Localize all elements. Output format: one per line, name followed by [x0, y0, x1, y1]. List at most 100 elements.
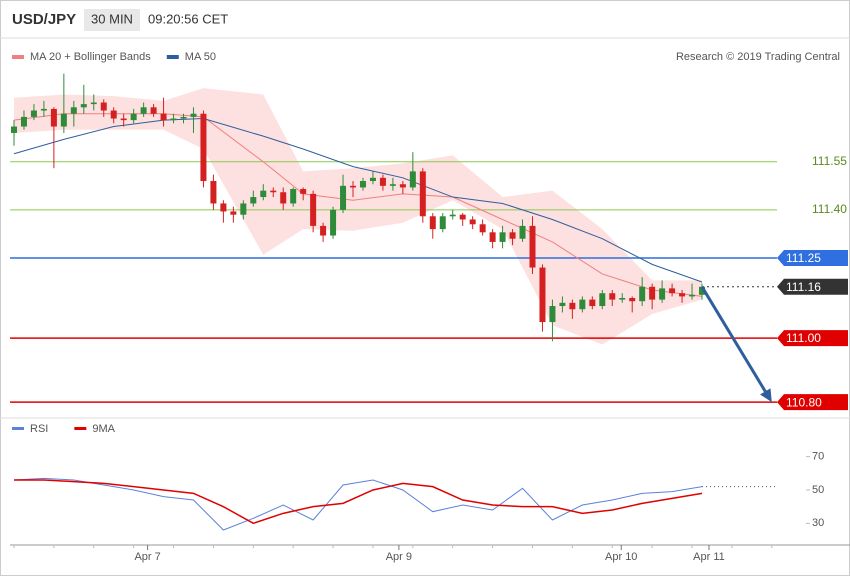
legend-label: 9MA	[92, 423, 115, 435]
price-level-label: 111.00	[786, 331, 821, 345]
candle-body	[449, 214, 456, 217]
candle-body	[20, 116, 27, 127]
x-tick-label: Apr 10	[605, 551, 637, 563]
candle-body	[310, 193, 317, 226]
candle-body	[519, 225, 526, 239]
price-level-box	[777, 278, 848, 295]
candle-body	[90, 102, 97, 105]
forecast-arrow	[700, 286, 768, 395]
candle-body	[240, 203, 247, 215]
candle-body	[350, 185, 357, 188]
candle-body	[359, 181, 366, 188]
candle-body	[549, 306, 556, 323]
candle-body	[579, 299, 586, 310]
candle-body	[100, 102, 107, 111]
candle-body	[499, 232, 506, 242]
candle-body	[459, 214, 466, 220]
candle-body	[689, 294, 696, 297]
time: 09:20:56 CET	[148, 11, 228, 26]
candle-body	[399, 184, 406, 188]
candle-body	[150, 107, 157, 114]
rsi-tick-label: 70	[812, 451, 824, 463]
legend-label: RSI	[30, 423, 48, 435]
candle-body	[180, 116, 187, 119]
candle-body	[11, 126, 17, 133]
price-level-box	[777, 330, 848, 347]
legend-swatch	[74, 427, 87, 430]
candle-body	[409, 171, 416, 188]
candle-body	[569, 302, 576, 310]
candle-body	[559, 302, 566, 307]
interval-box	[84, 9, 140, 31]
legend-label: MA 50	[185, 51, 216, 63]
price-level-label: 111.55	[812, 154, 847, 168]
candle-body	[300, 189, 307, 194]
candle-body	[589, 299, 596, 307]
candle-body	[469, 219, 476, 225]
candle-body	[619, 298, 626, 300]
x-tick-label: Apr 11	[693, 551, 725, 563]
candle-body	[110, 110, 117, 119]
candle-body	[280, 192, 287, 204]
price-level-box	[777, 394, 848, 411]
candle-body	[60, 113, 67, 127]
candle-body	[260, 190, 267, 198]
interval: 30 MIN	[91, 11, 133, 26]
candle-body	[629, 298, 636, 302]
candle-body	[200, 113, 207, 182]
candle-body	[130, 113, 137, 121]
legend-swatch	[12, 427, 24, 430]
candle-body	[529, 225, 536, 268]
candle-body	[609, 293, 616, 300]
candle-body	[379, 177, 386, 186]
x-tick-label: Apr 7	[134, 551, 160, 563]
price-level-label: 110.80	[786, 395, 822, 409]
candle-body	[679, 293, 686, 297]
candle-body	[220, 203, 227, 212]
candle-body	[659, 288, 666, 300]
rsi-line	[13, 477, 703, 531]
x-tick-label: Apr 9	[386, 551, 412, 563]
price-level-label: 111.16	[786, 280, 821, 294]
price-level-label: 111.40	[812, 202, 847, 216]
credit: Research © 2019 Trading Central	[676, 51, 840, 63]
candle-body	[290, 189, 297, 204]
forecast-arrow-head	[760, 388, 772, 403]
candle-body	[140, 107, 147, 114]
candle-body	[419, 171, 426, 217]
candle-body	[190, 113, 197, 117]
legend-swatch	[166, 55, 179, 59]
symbol: USD/JPY	[12, 11, 76, 28]
candle-body	[230, 211, 237, 215]
candle-body	[599, 293, 606, 307]
rsi-tick-label: 30	[812, 517, 824, 529]
candle-body	[489, 232, 496, 242]
candle-body	[509, 232, 516, 239]
candle-body	[439, 216, 446, 230]
candle-body	[539, 267, 546, 323]
candle-body	[160, 113, 167, 121]
rsi-ma-line	[14, 479, 703, 525]
candle-body	[270, 190, 277, 193]
candle-body	[639, 286, 646, 302]
rsi-tick-label: 50	[812, 484, 824, 496]
candle-body	[80, 104, 87, 108]
candle-body	[210, 181, 217, 204]
price-level-label: 111.25	[786, 251, 821, 265]
candle-body	[170, 118, 177, 121]
bollinger-band	[14, 88, 702, 345]
candle-body	[669, 288, 676, 294]
candle-body	[649, 286, 656, 300]
candle-body	[30, 110, 37, 117]
ma-line	[13, 118, 703, 283]
candle-body	[479, 224, 486, 233]
legend-label: MA 20 + Bollinger Bands	[30, 51, 151, 63]
candle-body	[40, 108, 47, 111]
candle-body	[250, 197, 257, 204]
legend-swatch	[12, 55, 24, 59]
candle-body	[50, 108, 57, 127]
candle-body	[369, 177, 376, 182]
price-level-box	[777, 249, 848, 266]
